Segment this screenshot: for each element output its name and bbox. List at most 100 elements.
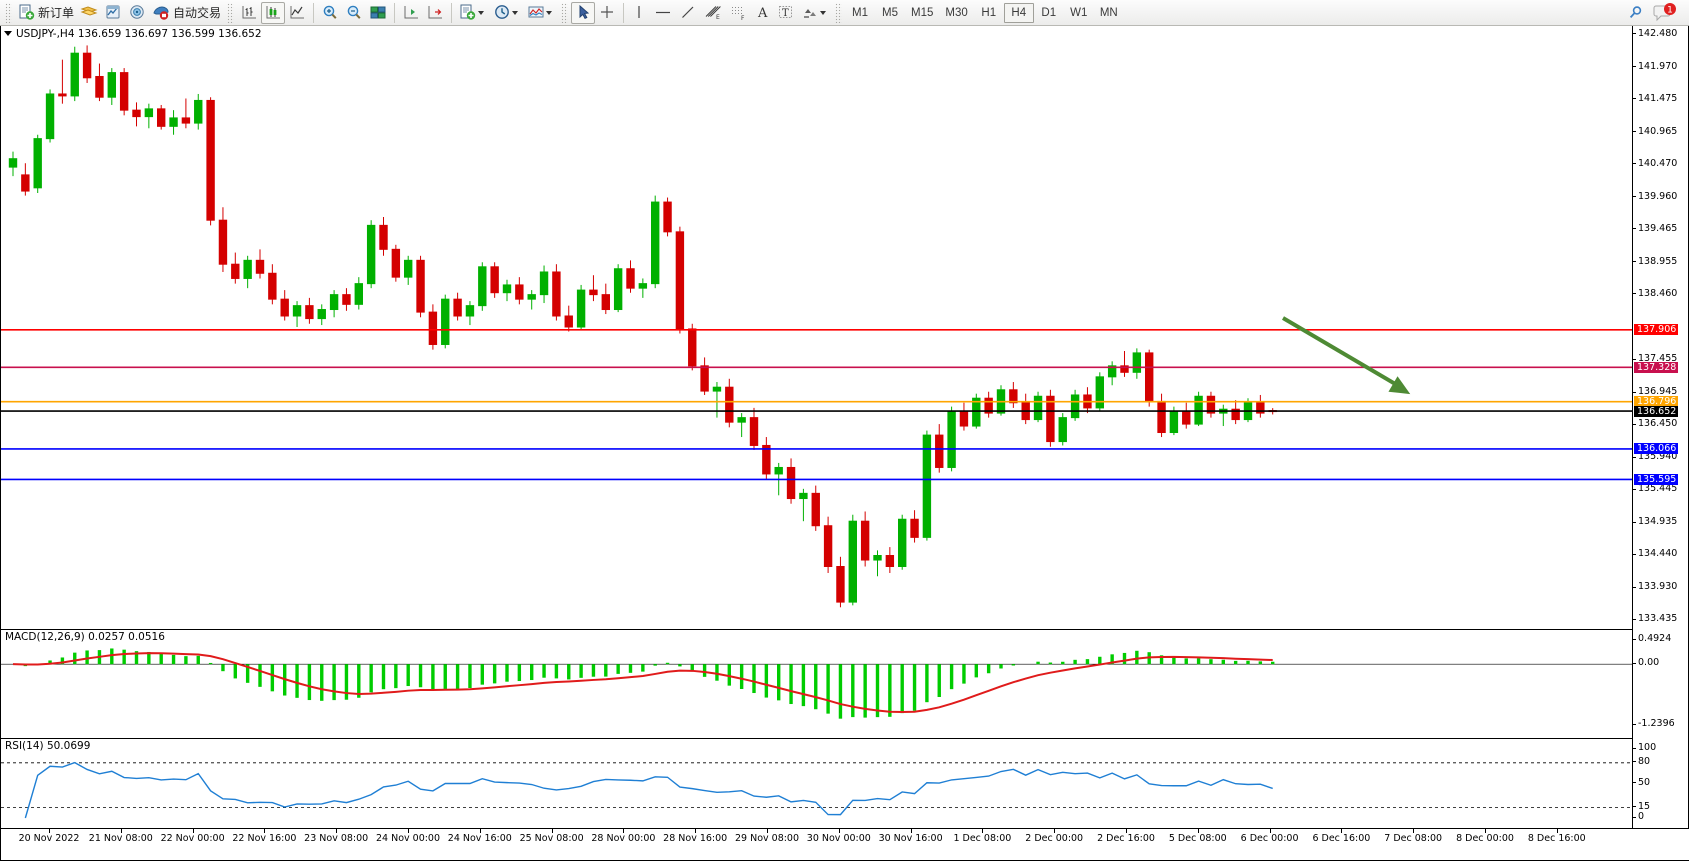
channel-button[interactable]: F (726, 2, 752, 24)
chart-window[interactable]: USDJPY-,H4 136.659 136.697 136.599 136.6… (0, 26, 1689, 861)
toolbar-grip-2[interactable] (227, 2, 235, 23)
svg-text:E: E (716, 14, 720, 21)
fibonacci-button[interactable]: E (700, 2, 726, 24)
period-button[interactable] (490, 2, 524, 24)
market-watch-button[interactable] (101, 2, 125, 24)
price-label-support[interactable]: 135.595 (1634, 473, 1679, 485)
time-tick-mark (1269, 829, 1271, 833)
chart-shift-button[interactable] (423, 2, 447, 24)
price-label-last-price[interactable]: 136.652 (1634, 405, 1679, 417)
time-tick-mark (1341, 829, 1343, 833)
chevron-down-icon-4[interactable] (820, 10, 827, 15)
timeframe-h1[interactable]: H1 (981, 6, 997, 19)
price-tick: 135.445 (1633, 483, 1689, 494)
chevron-down-icon-3[interactable] (546, 10, 553, 15)
time-tick-label: 6 Dec 16:00 (1312, 833, 1371, 844)
crosshair-button[interactable] (595, 2, 619, 24)
time-tick-label: 30 Nov 16:00 (878, 833, 943, 844)
zoom-in-button[interactable] (318, 2, 342, 24)
price-label-resistance[interactable]: 137.328 (1634, 361, 1679, 373)
chart-annotations[interactable] (1, 26, 1632, 628)
timeframe-mn[interactable]: MN (1099, 6, 1118, 19)
time-tick-mark (695, 829, 697, 833)
profiles-button[interactable] (77, 2, 101, 24)
notification-count: 1 (1667, 5, 1673, 15)
rsi-tick: 50 (1633, 777, 1689, 788)
price-label-resistance[interactable]: 137.906 (1634, 324, 1679, 336)
price-tick: 135.940 (1633, 451, 1689, 462)
search-icon (1629, 5, 1642, 18)
timeframe-h4[interactable]: H4 (1003, 2, 1034, 23)
timeframe-m30[interactable]: M30 (945, 6, 968, 19)
timeframe-m1[interactable]: M1 (852, 6, 869, 19)
price-tick: 140.470 (1633, 158, 1689, 169)
price-tick: 138.955 (1633, 256, 1689, 267)
time-tick-label: 20 Nov 2022 (18, 833, 80, 844)
time-tick-mark (192, 829, 194, 833)
price-label-support[interactable]: 136.066 (1634, 443, 1679, 455)
price-plot-area[interactable] (1, 26, 1632, 628)
timeframe-w1[interactable]: W1 (1070, 6, 1088, 19)
rsi-subchart[interactable]: RSI(14) 50.0699 (1, 738, 1632, 828)
price-axis[interactable]: 142.480 141.970 141.475 140.965 140.470 139.9… (1632, 26, 1688, 828)
price-tick: 134.935 (1633, 516, 1689, 527)
time-tick-mark (1485, 829, 1486, 833)
candlestick-chart-button[interactable] (261, 1, 286, 24)
candlestick-series (8, 45, 1277, 608)
text-label-button[interactable]: T (774, 2, 798, 24)
price-tick: 136.450 (1633, 418, 1689, 429)
symbol-info-bar[interactable]: USDJPY-,H4 136.659 136.697 136.599 136.6… (1, 26, 262, 41)
time-axis[interactable]: 20 Nov 2022 21 Nov 08:00 22 Nov 00:00 22 No… (1, 828, 1689, 860)
vertical-line-button[interactable] (628, 2, 650, 24)
horizontal-line-button[interactable] (650, 2, 676, 24)
shapes-button[interactable] (798, 2, 832, 24)
add-indicator-icon (460, 4, 476, 20)
line-chart-button[interactable] (285, 2, 309, 24)
trendline-button[interactable] (676, 2, 700, 24)
time-tick-label: 2 Dec 00:00 (1025, 833, 1084, 844)
autotrading-button[interactable]: 自动交易 (149, 2, 224, 24)
chart-shift-icon (428, 6, 443, 19)
text-label-icon: T (779, 6, 793, 19)
timeframe-m15[interactable]: M15 (911, 6, 934, 19)
time-tick-mark (336, 829, 338, 833)
autoscroll-button[interactable] (399, 2, 423, 24)
price-tick: 139.465 (1633, 223, 1689, 234)
price-label-pivot[interactable]: 136.796 (1634, 396, 1679, 408)
new-order-button[interactable]: 新订单 (15, 2, 77, 24)
zoom-out-icon (347, 5, 361, 19)
autotrading-icon (153, 6, 169, 20)
cursor-button[interactable] (571, 1, 596, 24)
market-watch-icon (106, 5, 120, 19)
time-tick-mark (982, 829, 984, 833)
timeframe-d1[interactable]: D1 (1041, 6, 1057, 19)
chevron-down-icon-2[interactable] (512, 10, 519, 15)
bearish-trend-arrow (1281, 316, 1411, 395)
alerts-button[interactable]: 1 (1649, 2, 1681, 24)
search-button[interactable] (1623, 2, 1649, 24)
rsi-tick: 0 (1633, 811, 1689, 822)
candlestick-chart-icon (266, 6, 281, 19)
toolbar-grip[interactable] (5, 2, 12, 23)
chevron-down-icon-symbol[interactable] (4, 31, 12, 36)
macd-subchart[interactable]: MACD(12,26,9) 0.0257 0.0516 (1, 629, 1632, 737)
add-indicator-button[interactable] (456, 2, 490, 24)
text-button[interactable]: A (752, 2, 774, 24)
time-tick-label: 28 Nov 16:00 (663, 833, 728, 844)
macd-label: MACD(12,26,9) 0.0257 0.0516 (5, 631, 165, 643)
time-tick-mark (551, 829, 553, 833)
profiles-icon (80, 6, 98, 16)
templates-button[interactable] (524, 2, 558, 24)
bar-chart-button[interactable] (237, 2, 261, 24)
chevron-down-icon[interactable] (478, 10, 485, 15)
macd-tick: 0.00 (1633, 657, 1689, 668)
tile-windows-button[interactable] (366, 2, 390, 24)
time-tick-mark (623, 829, 625, 833)
time-tick-mark (408, 829, 409, 833)
zoom-out-button[interactable] (342, 2, 366, 24)
navigator-button[interactable] (125, 2, 149, 24)
toolbar-grip-3[interactable] (561, 2, 569, 23)
toolbar-separator-3 (451, 2, 453, 23)
timeframe-m5[interactable]: M5 (882, 6, 899, 19)
toolbar-grip-4[interactable] (835, 2, 843, 23)
